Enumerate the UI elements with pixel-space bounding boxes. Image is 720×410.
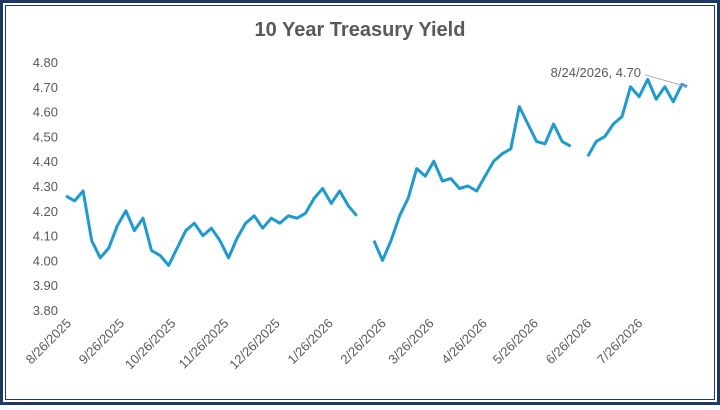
y-tick-label: 4.50 (33, 129, 58, 144)
line-series (65, 187, 358, 267)
y-tick-label: 4.20 (33, 204, 58, 219)
line-series (372, 105, 572, 262)
inner-frame (5, 5, 715, 400)
y-tick-label: 3.90 (33, 278, 58, 293)
line-series (586, 77, 688, 157)
y-tick-label: 4.60 (33, 105, 58, 120)
y-tick-label: 4.10 (33, 229, 58, 244)
chart-title: 10 Year Treasury Yield (255, 19, 466, 41)
y-tick-label: 4.30 (33, 179, 58, 194)
y-tick-label: 4.80 (33, 55, 58, 70)
annotation: 8/24/2026, 4.70 (551, 65, 641, 80)
y-tick-label: 4.00 (33, 253, 58, 268)
annotation-leader (644, 74, 688, 88)
y-tick-label: 3.80 (33, 303, 58, 318)
y-tick-label: 4.70 (33, 80, 58, 95)
y-tick-label: 4.40 (33, 154, 58, 169)
